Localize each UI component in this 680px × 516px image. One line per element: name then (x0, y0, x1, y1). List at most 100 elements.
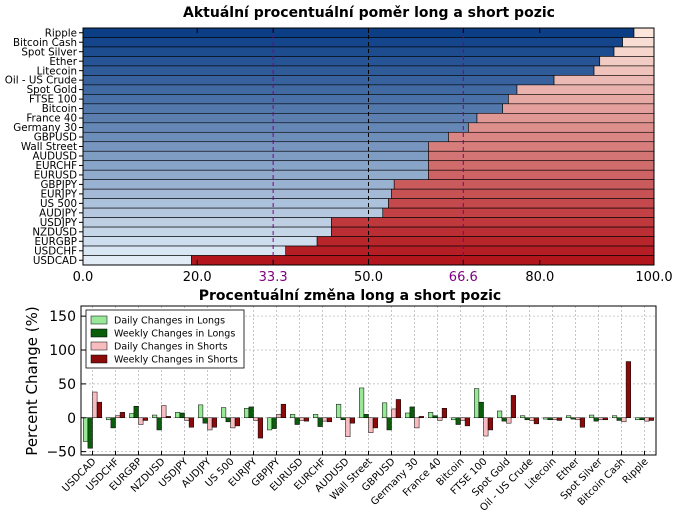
weekly-changes-in-longs-bar-litecoin (547, 417, 553, 421)
ratio-label-eurjpy: EURJPY (40, 189, 77, 201)
weekly-changes-in-longs-bar-gbpusd (386, 417, 392, 431)
ratio-label-eurgbp: EURGBP (35, 236, 77, 248)
weekly-changes-in-longs-bar-bitcoin (455, 417, 461, 425)
daily-changes-in-shorts-bar-spot-silver (598, 417, 604, 421)
ratio-label-spot-gold: Spot Gold (27, 84, 77, 96)
ratio-label-usdjpy: USDJPY (40, 217, 78, 229)
daily-changes-in-shorts-bar-usdjpy (184, 417, 190, 421)
daily-changes-in-shorts-bar-litecoin (552, 417, 558, 421)
daily-changes-in-longs-bar-audusd (336, 403, 342, 419)
ratio-label-audjpy: AUDJPY (39, 207, 78, 219)
weekly-changes-in-longs-bar-nzdusd (156, 417, 162, 431)
short-bar-gbpjpy (393, 179, 655, 190)
legend-swatch-daily-changes-in-longs (90, 315, 108, 325)
legend-swatch-weekly-changes-in-shorts (90, 354, 108, 364)
long-bar-bitcoin-cash (82, 37, 623, 48)
daily-changes-in-longs-bar-usdcad (83, 417, 89, 442)
daily-changes-in-longs-bar-oil-us-crude (520, 415, 526, 418)
ratio-label-usdchf: USDCHF (34, 245, 77, 257)
long-bar-gbpjpy (82, 179, 395, 190)
weekly-changes-in-longs-bar-usdchf (110, 417, 116, 429)
ratio-label-wall-street: Wall Street (21, 141, 77, 153)
weekly-changes-in-shorts-bar-spot-silver (602, 417, 608, 421)
weekly-changes-in-shorts-bar-wall-street (372, 417, 378, 429)
change-label-ripple: Ripple (621, 456, 651, 486)
ratio-label-oil-us-crude: Oil - US Crude (5, 75, 77, 87)
weekly-changes-in-shorts-bar-usdchf (119, 412, 125, 418)
daily-changes-in-shorts-bar-ether (575, 417, 581, 421)
short-bar-eurgbp (316, 236, 655, 247)
weekly-changes-in-shorts-bar-ether (579, 417, 585, 428)
weekly-changes-in-shorts-bar-audusd (349, 417, 355, 424)
weekly-changes-in-longs-bar-eurchf (317, 417, 323, 427)
weekly-changes-in-longs-bar-oil-us-crude (524, 417, 530, 421)
daily-changes-in-shorts-bar-eurchf (322, 417, 328, 422)
ratio-label-usdcad: USDCAD (33, 255, 77, 267)
long-bar-spot-silver (82, 46, 615, 57)
change-bars (83, 361, 654, 449)
ratio-label-us-500: US 500 (40, 198, 77, 210)
weekly-changes-in-shorts-bar-litecoin (556, 417, 562, 421)
weekly-changes-in-longs-bar-usdcad (87, 417, 93, 449)
short-bar-spot-gold (516, 84, 655, 95)
legend-label-weekly-changes-in-shorts: Weekly Changes in Shorts (114, 355, 238, 366)
daily-changes-in-longs-bar-us-500 (221, 407, 227, 419)
weekly-changes-in-shorts-bar-us-500 (234, 417, 240, 427)
daily-changes-in-shorts-bar-eurjpy (253, 417, 259, 421)
daily-changes-in-longs-bar-litecoin (543, 417, 549, 420)
weekly-changes-in-longs-bar-us-500 (225, 417, 231, 423)
daily-changes-in-longs-bar-france-40 (428, 412, 434, 418)
daily-changes-in-shorts-bar-oil-us-crude (529, 417, 535, 421)
long-bar-eurchf (82, 160, 429, 171)
ratio-label-ftse-100: FTSE 100 (29, 94, 77, 106)
weekly-changes-in-longs-bar-bitcoin-cash (616, 417, 622, 421)
short-bar-eurjpy (391, 188, 655, 199)
weekly-changes-in-longs-bar-audjpy (202, 417, 208, 424)
long-bar-audjpy (82, 207, 384, 218)
short-bar-litecoin (593, 65, 655, 76)
short-bar-ripple (633, 27, 655, 38)
ratio-x-tick-label-20-0: 20.0 (183, 270, 212, 285)
daily-changes-in-shorts-bar-bitcoin (460, 417, 466, 421)
ratio-label-ripple: Ripple (45, 27, 77, 39)
ratio-label-eurchf: EURCHF (35, 160, 77, 172)
change-chart: Procentuální změna long a short pozic 15… (23, 288, 657, 514)
weekly-changes-in-longs-bar-ripple (639, 417, 645, 421)
legend-label-daily-changes-in-longs: Daily Changes in Longs (114, 316, 225, 327)
ratio-reference-lines (272, 28, 464, 265)
daily-changes-in-longs-bar-nzdusd (152, 414, 158, 419)
weekly-changes-in-longs-bar-ftse-100 (478, 401, 484, 419)
long-bar-nzdusd (82, 226, 332, 237)
long-bar-bitcoin (82, 103, 503, 114)
daily-changes-in-shorts-bar-bitcoin-cash (621, 417, 627, 423)
weekly-changes-in-longs-bar-ether (570, 417, 576, 420)
long-bar-ether (82, 56, 601, 67)
long-bar-us-500 (82, 198, 389, 209)
legend-swatch-weekly-changes-in-longs (90, 328, 108, 338)
legend-label-daily-changes-in-shorts: Daily Changes in Shorts (114, 342, 228, 353)
short-bar-spot-silver (613, 46, 655, 57)
legend-box (85, 309, 245, 369)
short-bar-wall-street (428, 141, 655, 152)
ratio-label-germany-30: Germany 30 (13, 122, 77, 134)
change-y-tick-label: 100 (49, 343, 76, 359)
change-y-ticks: 150 100 50 0 −50 (46, 309, 86, 461)
weekly-changes-in-shorts-bar-audjpy (211, 417, 217, 428)
daily-changes-in-longs-bar-ftse-100 (474, 388, 480, 418)
daily-changes-in-longs-bar-germany-30 (405, 412, 411, 419)
long-bar-france-40 (82, 113, 478, 124)
ratio-label-france-40: France 40 (26, 113, 77, 125)
weekly-changes-in-shorts-bar-oil-us-crude (533, 417, 539, 425)
long-bar-oil-us-crude (82, 75, 555, 86)
ratio-label-gbpjpy: GBPJPY (40, 179, 77, 191)
ratio-x-tick-label-0-0: 0.0 (73, 270, 94, 285)
change-chart-title: Procentuální změna long a short pozic (199, 288, 501, 304)
daily-changes-in-shorts-bar-gbpusd (391, 408, 397, 419)
short-bar-eurusd (428, 169, 655, 180)
long-bar-usdcad (82, 255, 192, 266)
daily-changes-in-longs-bar-audjpy (198, 404, 204, 418)
ratio-label-gbpusd: GBPUSD (34, 132, 77, 144)
short-bar-usdcad (191, 255, 655, 266)
long-bar-ripple (82, 27, 635, 38)
